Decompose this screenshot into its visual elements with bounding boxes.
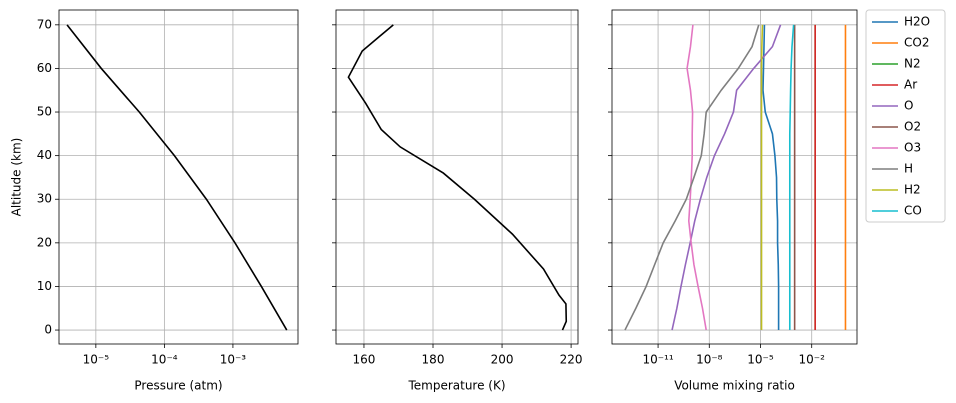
legend-label: Ar [904,78,917,92]
x-tick-label: 10⁻⁸ [696,353,723,367]
x-tick-label: 180 [422,353,445,367]
plot-frame [611,9,858,345]
y-tick-label: 10 [37,279,52,293]
x-axis-label: Pressure (atm) [134,379,222,393]
x-tick-label: 220 [560,353,583,367]
legend-label: H [904,162,913,176]
legend-label: H2O [904,15,930,29]
data-line [762,24,780,331]
data-line [66,24,288,331]
data-line [788,24,795,331]
legend-label: O3 [904,141,921,155]
data-line [347,24,568,331]
x-tick-label: 10⁻⁴ [151,353,178,367]
data-line [686,24,707,331]
x-axis-label: Volume mixing ratio [674,379,795,393]
x-tick-label: 10⁻⁵ [747,353,774,367]
x-tick-label: 200 [491,353,514,367]
x-tick-label: 10⁻⁵ [83,353,110,367]
y-tick-label: 30 [37,192,52,206]
x-tick-label: 10⁻² [798,353,825,367]
x-tick-label: 10⁻¹¹ [642,353,673,367]
y-axis-label: Altitude (km) [10,138,24,217]
x-axis-label: Temperature (K) [407,379,505,393]
y-tick-label: 20 [37,235,52,249]
data-line [760,24,764,331]
data-line [671,24,782,331]
x-tick-label: 160 [353,353,376,367]
legend-label: CO [904,204,922,218]
legend-label: O [904,99,913,113]
plot-frame [58,9,299,345]
data-line [624,24,760,331]
x-tick-label: 10⁻³ [220,353,247,367]
legend-label: H2 [904,183,921,197]
legend-label: O2 [904,120,921,134]
y-tick-label: 40 [37,148,52,162]
plot-frame [335,9,579,345]
y-tick-label: 0 [44,323,52,337]
y-tick-label: 70 [37,17,52,31]
legend-label: CO2 [904,36,929,50]
y-tick-label: 50 [37,105,52,119]
legend-label: N2 [904,57,921,71]
y-tick-label: 60 [37,61,52,75]
